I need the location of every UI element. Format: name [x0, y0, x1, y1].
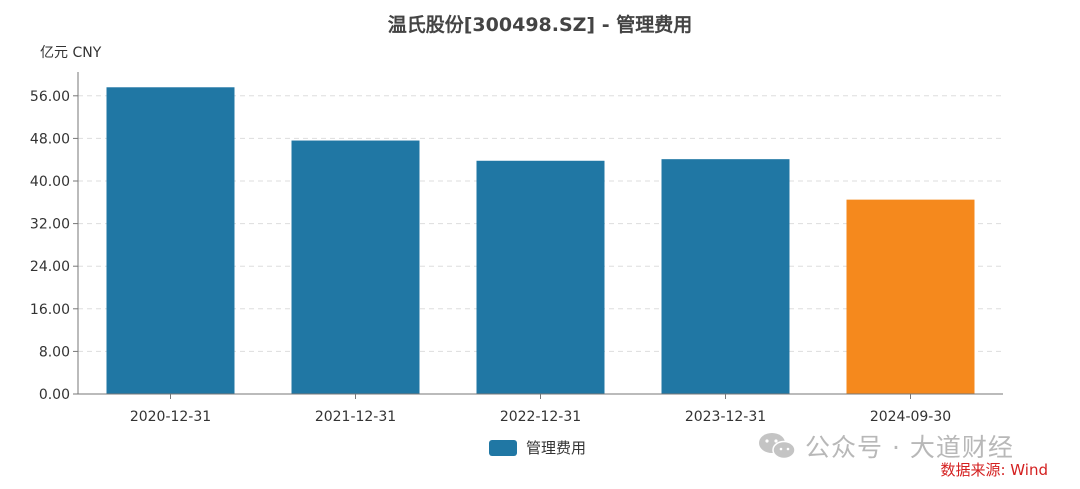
- x-tick-label: 2022-12-31: [500, 409, 581, 425]
- y-tick-label: 8.00: [39, 344, 70, 360]
- x-tick-label: 2024-09-30: [870, 409, 951, 425]
- bar: [846, 199, 975, 394]
- bar: [476, 160, 605, 394]
- legend[interactable]: 管理费用: [489, 437, 586, 458]
- watermark-text: 公众号 · 大道财经: [805, 433, 1014, 462]
- legend-label: 管理费用: [526, 439, 587, 457]
- y-tick-label: 32.00: [30, 217, 70, 233]
- wechat-icon: [759, 433, 796, 460]
- data-source-label: 数据来源: Wind: [940, 461, 1048, 479]
- y-tick-label: 48.00: [30, 131, 70, 147]
- y-tick-label: 24.00: [30, 259, 70, 275]
- watermark: 公众号 · 大道财经: [757, 428, 1014, 464]
- x-tick-label: 2023-12-31: [685, 409, 766, 425]
- y-tick-label: 56.00: [30, 89, 70, 105]
- bar: [106, 87, 235, 394]
- chart-title: 温氏股份[300498.SZ] - 管理费用: [387, 14, 693, 36]
- legend-swatch: [489, 439, 517, 456]
- y-tick-label: 40.00: [30, 174, 70, 190]
- bar: [291, 140, 420, 394]
- y-tick-label: 16.00: [30, 302, 70, 318]
- bar: [661, 159, 790, 394]
- x-tick-label: 2021-12-31: [315, 409, 396, 425]
- y-tick-label: 0.00: [39, 387, 70, 403]
- y-axis-unit-label: 亿元 CNY: [40, 45, 102, 61]
- x-tick-label: 2020-12-31: [130, 409, 211, 425]
